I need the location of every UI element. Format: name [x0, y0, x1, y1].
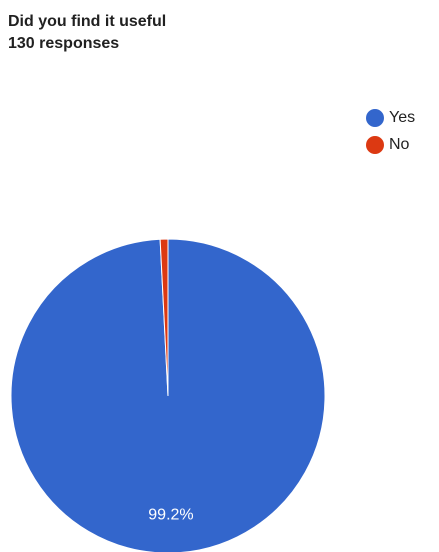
legend-item-yes[interactable]: Yes [366, 104, 415, 131]
legend-label-no: No [389, 135, 410, 153]
pie-slice-no[interactable] [159, 238, 169, 397]
legend-label-yes: Yes [389, 108, 416, 126]
legend: Yes No [366, 104, 415, 158]
legend-swatch-yes [366, 108, 384, 127]
slice-label-yes: 99.2% [148, 507, 193, 524]
chart-title: Did you find it useful [8, 13, 167, 30]
legend-item-no[interactable]: No [366, 131, 415, 158]
response-count: 130 responses [8, 35, 120, 52]
pie-slice-yes[interactable] [10, 238, 326, 552]
legend-swatch-no [366, 135, 384, 154]
